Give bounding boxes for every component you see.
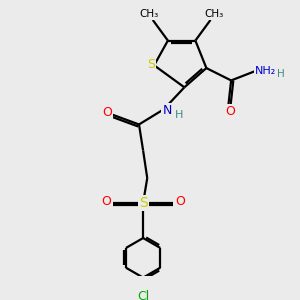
Text: S: S [147, 58, 155, 71]
Text: N: N [162, 104, 172, 117]
Text: CH₃: CH₃ [140, 9, 159, 19]
Text: O: O [102, 106, 112, 119]
Text: S: S [139, 196, 148, 210]
Text: O: O [225, 105, 235, 118]
Text: H: H [277, 69, 285, 79]
Text: NH₂: NH₂ [255, 66, 276, 76]
Text: O: O [175, 195, 185, 208]
Text: CH₃: CH₃ [204, 9, 224, 19]
Text: H: H [175, 110, 183, 120]
Text: Cl: Cl [137, 290, 149, 300]
Text: O: O [101, 195, 111, 208]
